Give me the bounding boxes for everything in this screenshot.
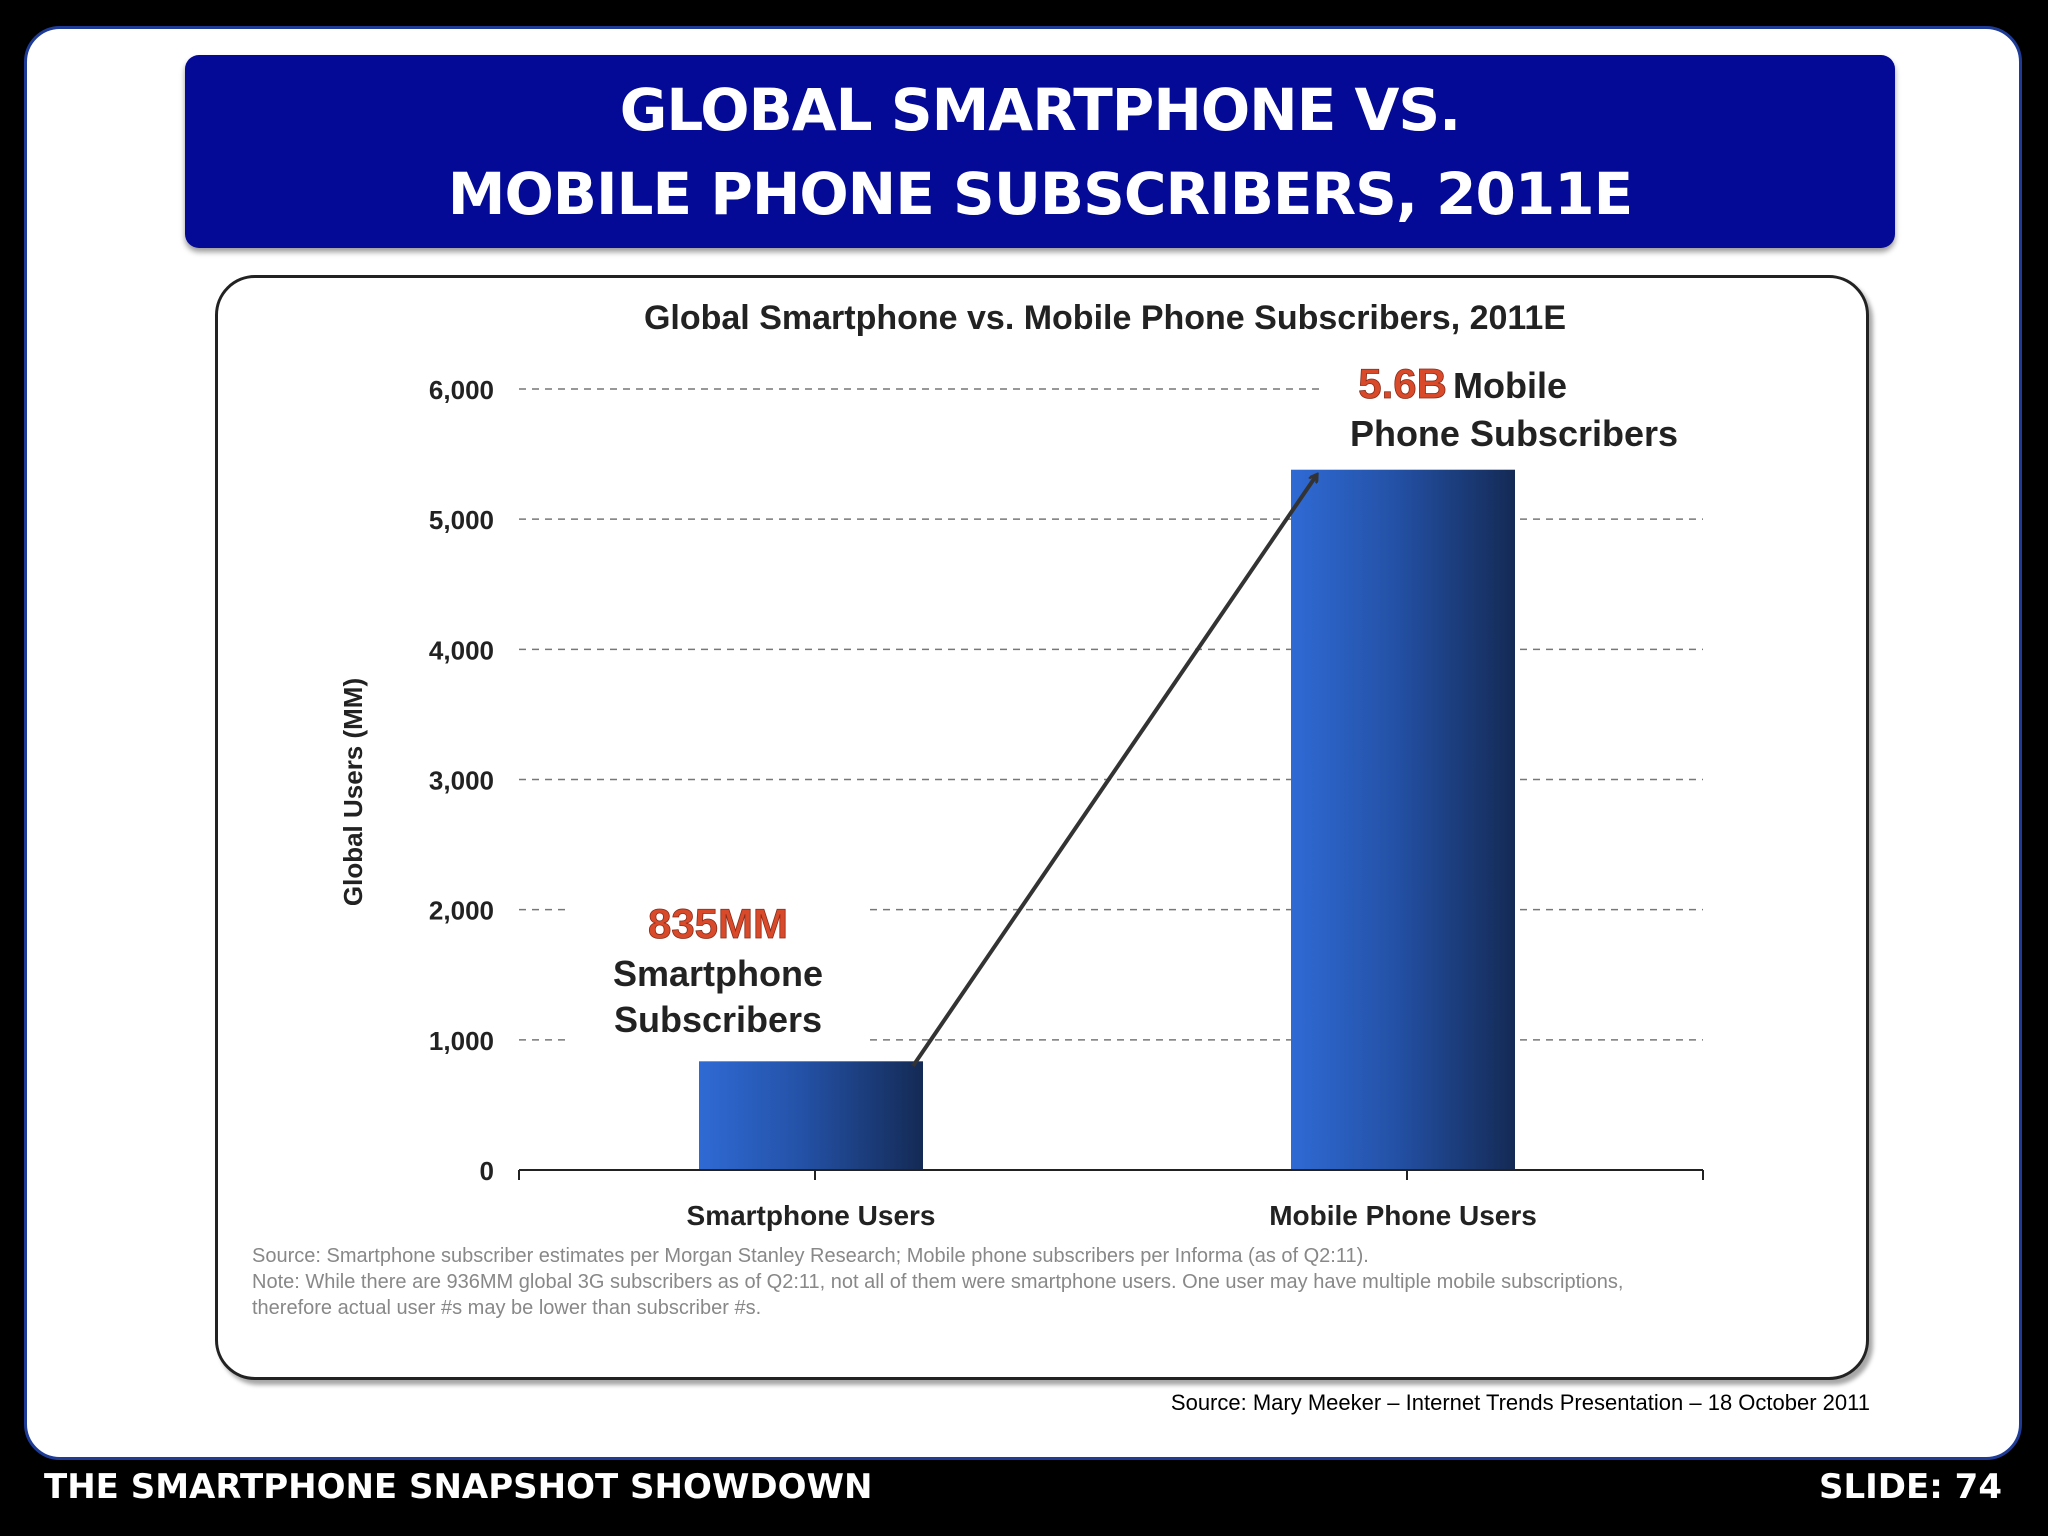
slide-source: Source: Mary Meeker – Internet Trends Pr… — [1170, 1390, 1870, 1415]
x-tick-label: Mobile Phone Users — [1269, 1200, 1537, 1231]
y-tick-label: 2,000 — [429, 896, 494, 926]
slide-title-line2: MOBILE PHONE SUBSCRIBERS, 2011E — [447, 159, 1633, 228]
annotation-mobile-line2: Phone Subscribers — [1350, 413, 1678, 454]
growth-arrow — [911, 476, 1316, 1068]
y-tick-label: 3,000 — [429, 766, 494, 796]
chart-note-line2: therefore actual user #s may be lower th… — [252, 1297, 762, 1319]
y-tick-label: 1,000 — [429, 1026, 494, 1056]
bars — [699, 469, 1515, 1170]
annotation-smartphone-value: 835MM — [648, 900, 788, 947]
footer-title: THE SMARTPHONE SNAPSHOT SHOWDOWN — [44, 1467, 873, 1507]
annotation-mobile-value: 5.6B — [1358, 360, 1447, 407]
y-tick-label: 6,000 — [429, 375, 494, 405]
chart-note-line1: Note: While there are 936MM global 3G su… — [252, 1271, 1624, 1293]
annotation-smartphone-line1: Smartphone — [613, 953, 823, 994]
y-tick-label: 0 — [480, 1156, 494, 1186]
bar-smartphone-users — [699, 1061, 923, 1170]
gridlines — [519, 360, 1705, 1060]
chart-title: Global Smartphone vs. Mobile Phone Subsc… — [644, 299, 1566, 337]
bar-mobile-phone-users — [1291, 469, 1515, 1170]
slide-title-line1: GLOBAL SMARTPHONE VS. — [619, 75, 1461, 144]
y-tick-label: 4,000 — [429, 635, 494, 665]
y-axis-label: Global Users (MM) — [338, 678, 368, 906]
slide-number: SLIDE: 74 — [1819, 1467, 2002, 1507]
title-banner: GLOBAL SMARTPHONE VS. MOBILE PHONE SUBSC… — [185, 55, 1895, 248]
y-tick-labels: 0 1,000 2,000 3,000 4,000 5,000 6,000 — [429, 375, 494, 1186]
x-axis: Smartphone Users Mobile Phone Users — [518, 1169, 1704, 1231]
chart-note-source: Source: Smartphone subscriber estimates … — [252, 1245, 1369, 1267]
annotation-smartphone-line2: Subscribers — [614, 999, 822, 1040]
y-tick-label: 5,000 — [429, 505, 494, 535]
annotation-mobile-line1: Mobile — [1453, 365, 1567, 406]
x-tick-label: Smartphone Users — [687, 1200, 936, 1231]
annotation-mask — [1325, 360, 1705, 460]
annotation-mask — [570, 880, 870, 1060]
